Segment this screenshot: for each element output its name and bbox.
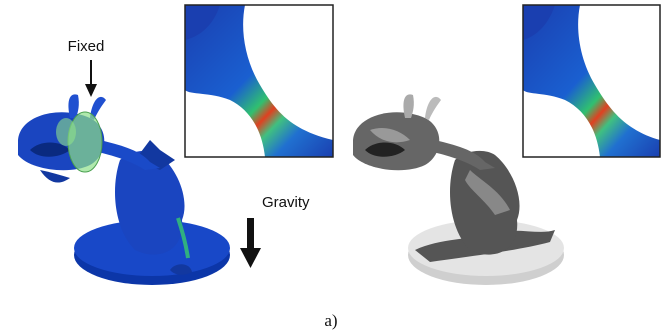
fixed-arrow xyxy=(85,60,97,97)
gravity-arrow xyxy=(240,218,261,268)
figure: Fixed Gravity a) xyxy=(0,0,662,334)
inset-colored xyxy=(185,5,333,157)
gravity-label: Gravity xyxy=(262,194,310,211)
fixed-label: Fixed xyxy=(68,38,105,55)
inset-colored xyxy=(523,5,660,157)
caption: a) xyxy=(324,311,337,330)
